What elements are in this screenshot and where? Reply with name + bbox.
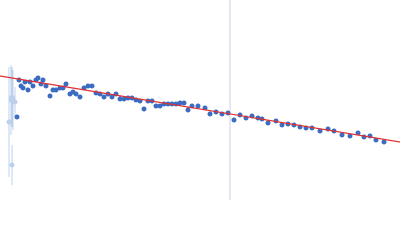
data-point	[40, 77, 46, 83]
data-point	[117, 96, 123, 102]
data-point	[85, 83, 91, 89]
data-point	[35, 75, 41, 81]
data-point	[73, 91, 79, 97]
data-point	[25, 87, 31, 93]
data-point	[9, 162, 15, 168]
data-point	[279, 122, 285, 128]
data-point	[63, 81, 69, 87]
data-point	[207, 111, 213, 117]
data-point	[14, 114, 20, 120]
data-point	[6, 119, 12, 125]
data-point	[77, 94, 83, 100]
data-point	[195, 103, 201, 109]
data-point	[153, 103, 159, 109]
data-point	[347, 133, 353, 139]
chart	[0, 0, 400, 200]
data-point	[381, 139, 387, 145]
data-point	[12, 99, 18, 105]
data-point	[30, 83, 36, 89]
data-point	[89, 83, 95, 89]
data-point	[185, 107, 191, 113]
data-point	[20, 85, 26, 91]
data-point	[43, 83, 49, 89]
data-point	[177, 100, 183, 106]
data-point	[53, 87, 59, 93]
data-point	[339, 132, 345, 138]
data-point	[101, 94, 107, 100]
data-point	[317, 128, 323, 134]
fit-line	[0, 75, 400, 143]
data-point	[181, 100, 187, 106]
data-point	[265, 120, 271, 126]
data-point	[157, 103, 163, 109]
data-point	[355, 130, 361, 136]
data-point	[47, 93, 53, 99]
data-point	[121, 96, 127, 102]
data-point	[109, 94, 115, 100]
data-point	[141, 106, 147, 112]
data-point	[231, 117, 237, 123]
